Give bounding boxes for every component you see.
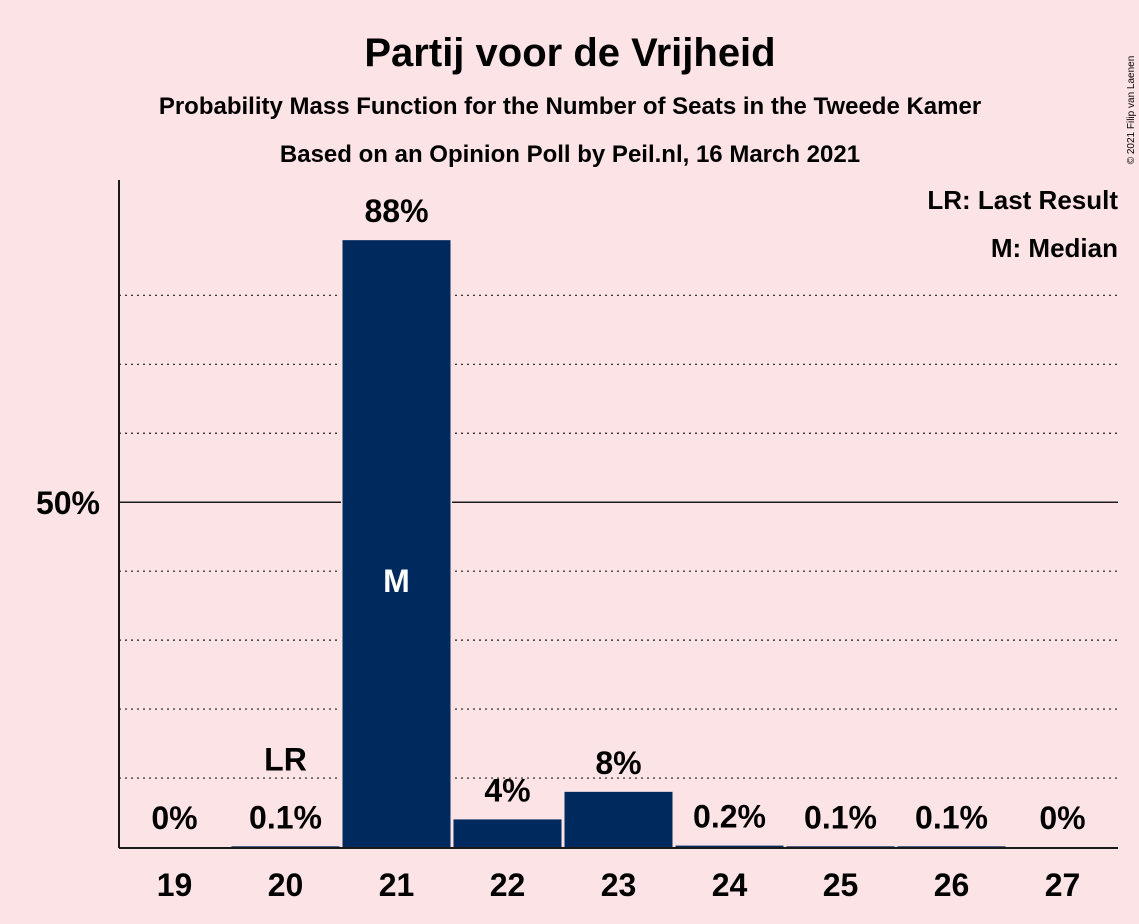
x-tick-label-25: 25	[823, 867, 859, 903]
bar-26	[897, 846, 1006, 847]
last-result-marker: LR	[264, 741, 307, 777]
x-tick-label-20: 20	[268, 867, 304, 903]
chart-title: Partij voor de Vrijheid	[364, 31, 775, 75]
bar-gap-25	[785, 844, 896, 847]
axes: 50% 19 20 21 22 23 24 25 26 27	[36, 180, 1118, 903]
x-tick-label-26: 26	[934, 867, 970, 903]
value-label-26: 0.1%	[915, 799, 988, 835]
value-label-24: 0.2%	[693, 799, 766, 835]
value-label-21: 88%	[364, 193, 428, 229]
legend-median: M: Median	[991, 233, 1118, 263]
bar-21	[342, 240, 451, 847]
chart-subtitle: Probability Mass Function for the Number…	[159, 93, 981, 120]
x-tick-label-24: 24	[712, 867, 748, 903]
x-tick-label-19: 19	[157, 867, 193, 903]
value-label-19: 0%	[151, 800, 197, 836]
value-label-25: 0.1%	[804, 799, 877, 835]
bar-23	[564, 791, 673, 847]
median-marker: M	[383, 563, 410, 599]
x-tick-label-21: 21	[379, 867, 415, 903]
legend-last-result: LR: Last Result	[927, 185, 1118, 215]
bars	[230, 238, 1007, 847]
x-tick-label-27: 27	[1045, 867, 1081, 903]
bar-gap-20	[230, 844, 341, 847]
value-label-22: 4%	[484, 772, 530, 808]
bar-20	[231, 846, 340, 847]
y-tick-label-50: 50%	[36, 485, 100, 521]
bar-gap-26	[896, 844, 1007, 847]
chart-subtitle-poll: Based on an Opinion Poll by Peil.nl, 16 …	[280, 141, 860, 168]
bar-labels: 0% 0.1% LR 88% M 4% 8% 0.2% 0.1% 0.1% 0%	[151, 193, 1085, 836]
bar-gap-24	[674, 844, 785, 847]
x-tick-label-23: 23	[601, 867, 637, 903]
copyright-notice: © 2021 Filip van Laenen	[1126, 56, 1137, 165]
bar-25	[786, 846, 895, 847]
x-tick-label-22: 22	[490, 867, 526, 903]
bar-22	[453, 819, 562, 847]
bar-24	[675, 845, 784, 847]
gridlines	[119, 294, 1118, 779]
value-label-27: 0%	[1039, 800, 1085, 836]
value-label-23: 8%	[595, 745, 641, 781]
value-label-20: 0.1%	[249, 799, 322, 835]
